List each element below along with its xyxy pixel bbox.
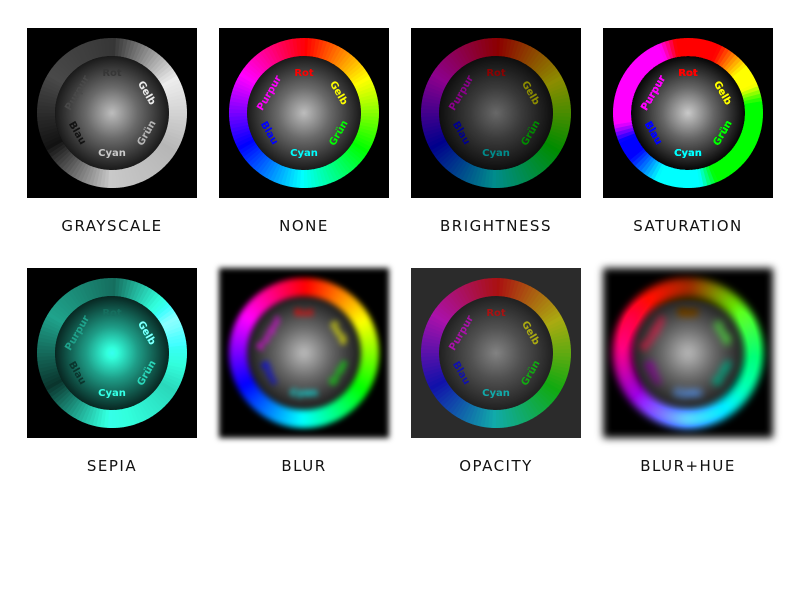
tile-blur: Rot Gelb Grün Cyan Blau Purpur bbox=[219, 268, 389, 438]
wheel-center bbox=[631, 296, 745, 410]
wheel-label-cyan: Cyan bbox=[674, 388, 702, 399]
wheel-label-rot: Rot bbox=[294, 68, 314, 79]
wheel-label-cyan: Cyan bbox=[98, 148, 126, 159]
wheel-label-rot: Rot bbox=[486, 68, 506, 79]
tile-blur-hue: Rot Gelb Grün Cyan Blau Purpur bbox=[603, 268, 773, 438]
wheel-center bbox=[55, 296, 169, 410]
wheel-label-cyan: Cyan bbox=[290, 388, 318, 399]
wheel-label-rot: Rot bbox=[102, 308, 122, 319]
hue-ring bbox=[613, 278, 763, 428]
hue-ring bbox=[229, 278, 379, 428]
wheel-label-rot: Rot bbox=[102, 68, 122, 79]
wheel-label-rot: Rot bbox=[486, 308, 506, 319]
hue-ring bbox=[37, 278, 187, 428]
wheel-center bbox=[55, 56, 169, 170]
hue-ring bbox=[421, 38, 571, 188]
tile-saturation: Rot Gelb Grün Cyan Blau Purpur bbox=[603, 28, 773, 198]
wheel-center bbox=[247, 296, 361, 410]
wheel-label-cyan: Cyan bbox=[482, 388, 510, 399]
tile-sepia: Rot Gelb Grün Cyan Blau Purpur bbox=[27, 268, 197, 438]
wheel-label-rot: Rot bbox=[294, 308, 314, 319]
tile-brightness: Rot Gelb Grün Cyan Blau Purpur bbox=[411, 28, 581, 198]
hue-ring bbox=[229, 38, 379, 188]
caption-blur: BLUR bbox=[281, 457, 327, 475]
hue-ring bbox=[421, 278, 571, 428]
wheel-label-cyan: Cyan bbox=[674, 148, 702, 159]
caption-blur-hue: BLUR+HUE bbox=[640, 457, 736, 475]
tile-grayscale: Rot Gelb Grün Cyan Blau Purpur bbox=[27, 28, 197, 198]
caption-sepia: SEPIA bbox=[86, 457, 138, 475]
caption-opacity: OPACITY bbox=[459, 457, 533, 475]
caption-grayscale: GRAYSCALE bbox=[61, 217, 163, 235]
wheel-label-rot: Rot bbox=[678, 308, 698, 319]
wheel-center bbox=[439, 296, 553, 410]
wheel-center bbox=[439, 56, 553, 170]
caption-none: NONE bbox=[279, 217, 329, 235]
wheel-center bbox=[631, 56, 745, 170]
wheel-label-cyan: Cyan bbox=[482, 148, 510, 159]
hue-ring bbox=[613, 38, 763, 188]
caption-saturation: SATURATION bbox=[633, 217, 743, 235]
wheel-label-cyan: Cyan bbox=[290, 148, 318, 159]
wheel-label-rot: Rot bbox=[678, 68, 698, 79]
tile-none: Rot Gelb Grün Cyan Blau Purpur bbox=[219, 28, 389, 198]
caption-brightness: BRIGHTNESS bbox=[440, 217, 552, 235]
tile-opacity: Rot Gelb Grün Cyan Blau Purpur bbox=[411, 268, 581, 438]
wheel-label-cyan: Cyan bbox=[98, 388, 126, 399]
wheel-center bbox=[247, 56, 361, 170]
hue-ring bbox=[37, 38, 187, 188]
